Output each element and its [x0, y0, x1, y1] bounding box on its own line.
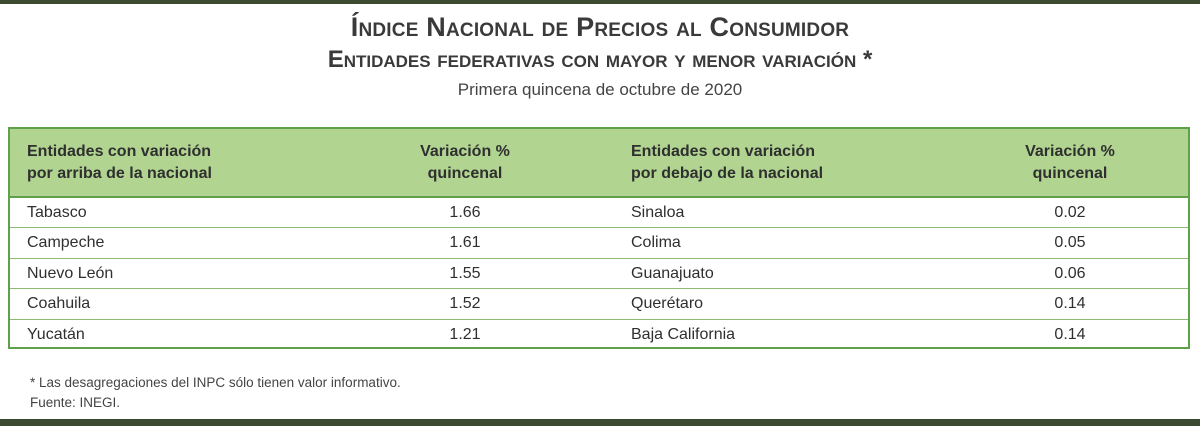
- table-row: Tabasco 1.66 Sinaloa 0.02: [10, 198, 1188, 229]
- above-value-cell: 1.52: [449, 295, 481, 313]
- below-value-cell: 0.05: [1054, 234, 1086, 252]
- table-body: Tabasco 1.66 Sinaloa 0.02 Campeche 1.61 …: [10, 198, 1188, 350]
- title-block: Índice Nacional de Precios al Consumidor…: [0, 10, 1200, 102]
- page-subtitle: Entidades federativas con mayor y menor …: [327, 46, 873, 73]
- above-value-cell: 1.61: [449, 234, 481, 252]
- header-above-value: Variación % quincenal: [420, 143, 510, 182]
- below-entity-cell: Guanajuato: [631, 264, 714, 282]
- period-label: Primera quincena de octubre de 2020: [457, 80, 743, 99]
- header-below-value: Variación % quincenal: [1025, 143, 1115, 182]
- above-entity-cell: Nuevo León: [27, 264, 114, 282]
- table-row: Coahuila 1.52 Querétaro 0.14: [10, 289, 1188, 320]
- table-row: Nuevo León 1.55 Guanajuato 0.06: [10, 259, 1188, 290]
- below-entity-cell: Colima: [631, 234, 681, 252]
- below-value-cell: 0.06: [1054, 264, 1086, 282]
- source-note: Fuente: INEGI.: [30, 395, 121, 410]
- table-row: Campeche 1.61 Colima 0.05: [10, 228, 1188, 259]
- above-entity-cell: Tabasco: [27, 204, 87, 221]
- above-entity-cell: Yucatán: [27, 325, 85, 343]
- notes-block: * Las desagregaciones del INPC sólo tien…: [30, 373, 401, 413]
- below-value-cell: 0.14: [1054, 295, 1086, 313]
- below-entity-cell: Baja California: [631, 325, 736, 343]
- below-value-cell: 0.02: [1054, 204, 1086, 221]
- variation-table: Entidades con variación por arriba de la…: [8, 127, 1190, 349]
- footnote: * Las desagregaciones del INPC sólo tien…: [30, 375, 401, 390]
- above-value-cell: 1.21: [449, 325, 481, 343]
- above-value-cell: 1.55: [449, 264, 481, 282]
- below-entity-cell: Sinaloa: [631, 204, 685, 221]
- page-title: Índice Nacional de Precios al Consumidor: [350, 12, 850, 42]
- below-entity-cell: Querétaro: [631, 295, 704, 313]
- above-value-cell: 1.66: [449, 204, 481, 221]
- top-border: [0, 0, 1200, 4]
- above-entity-cell: Coahuila: [27, 295, 91, 313]
- table-header: Entidades con variación por arriba de la…: [10, 129, 1188, 198]
- below-value-cell: 0.14: [1054, 325, 1086, 343]
- above-entity-cell: Campeche: [27, 234, 105, 252]
- header-below-entity: Entidades con variación por debajo de la…: [631, 143, 824, 182]
- table-row: Yucatán 1.21 Baja California 0.14: [10, 320, 1188, 350]
- header-above-entity: Entidades con variación por arriba de la…: [27, 143, 212, 182]
- bottom-border: [0, 419, 1200, 426]
